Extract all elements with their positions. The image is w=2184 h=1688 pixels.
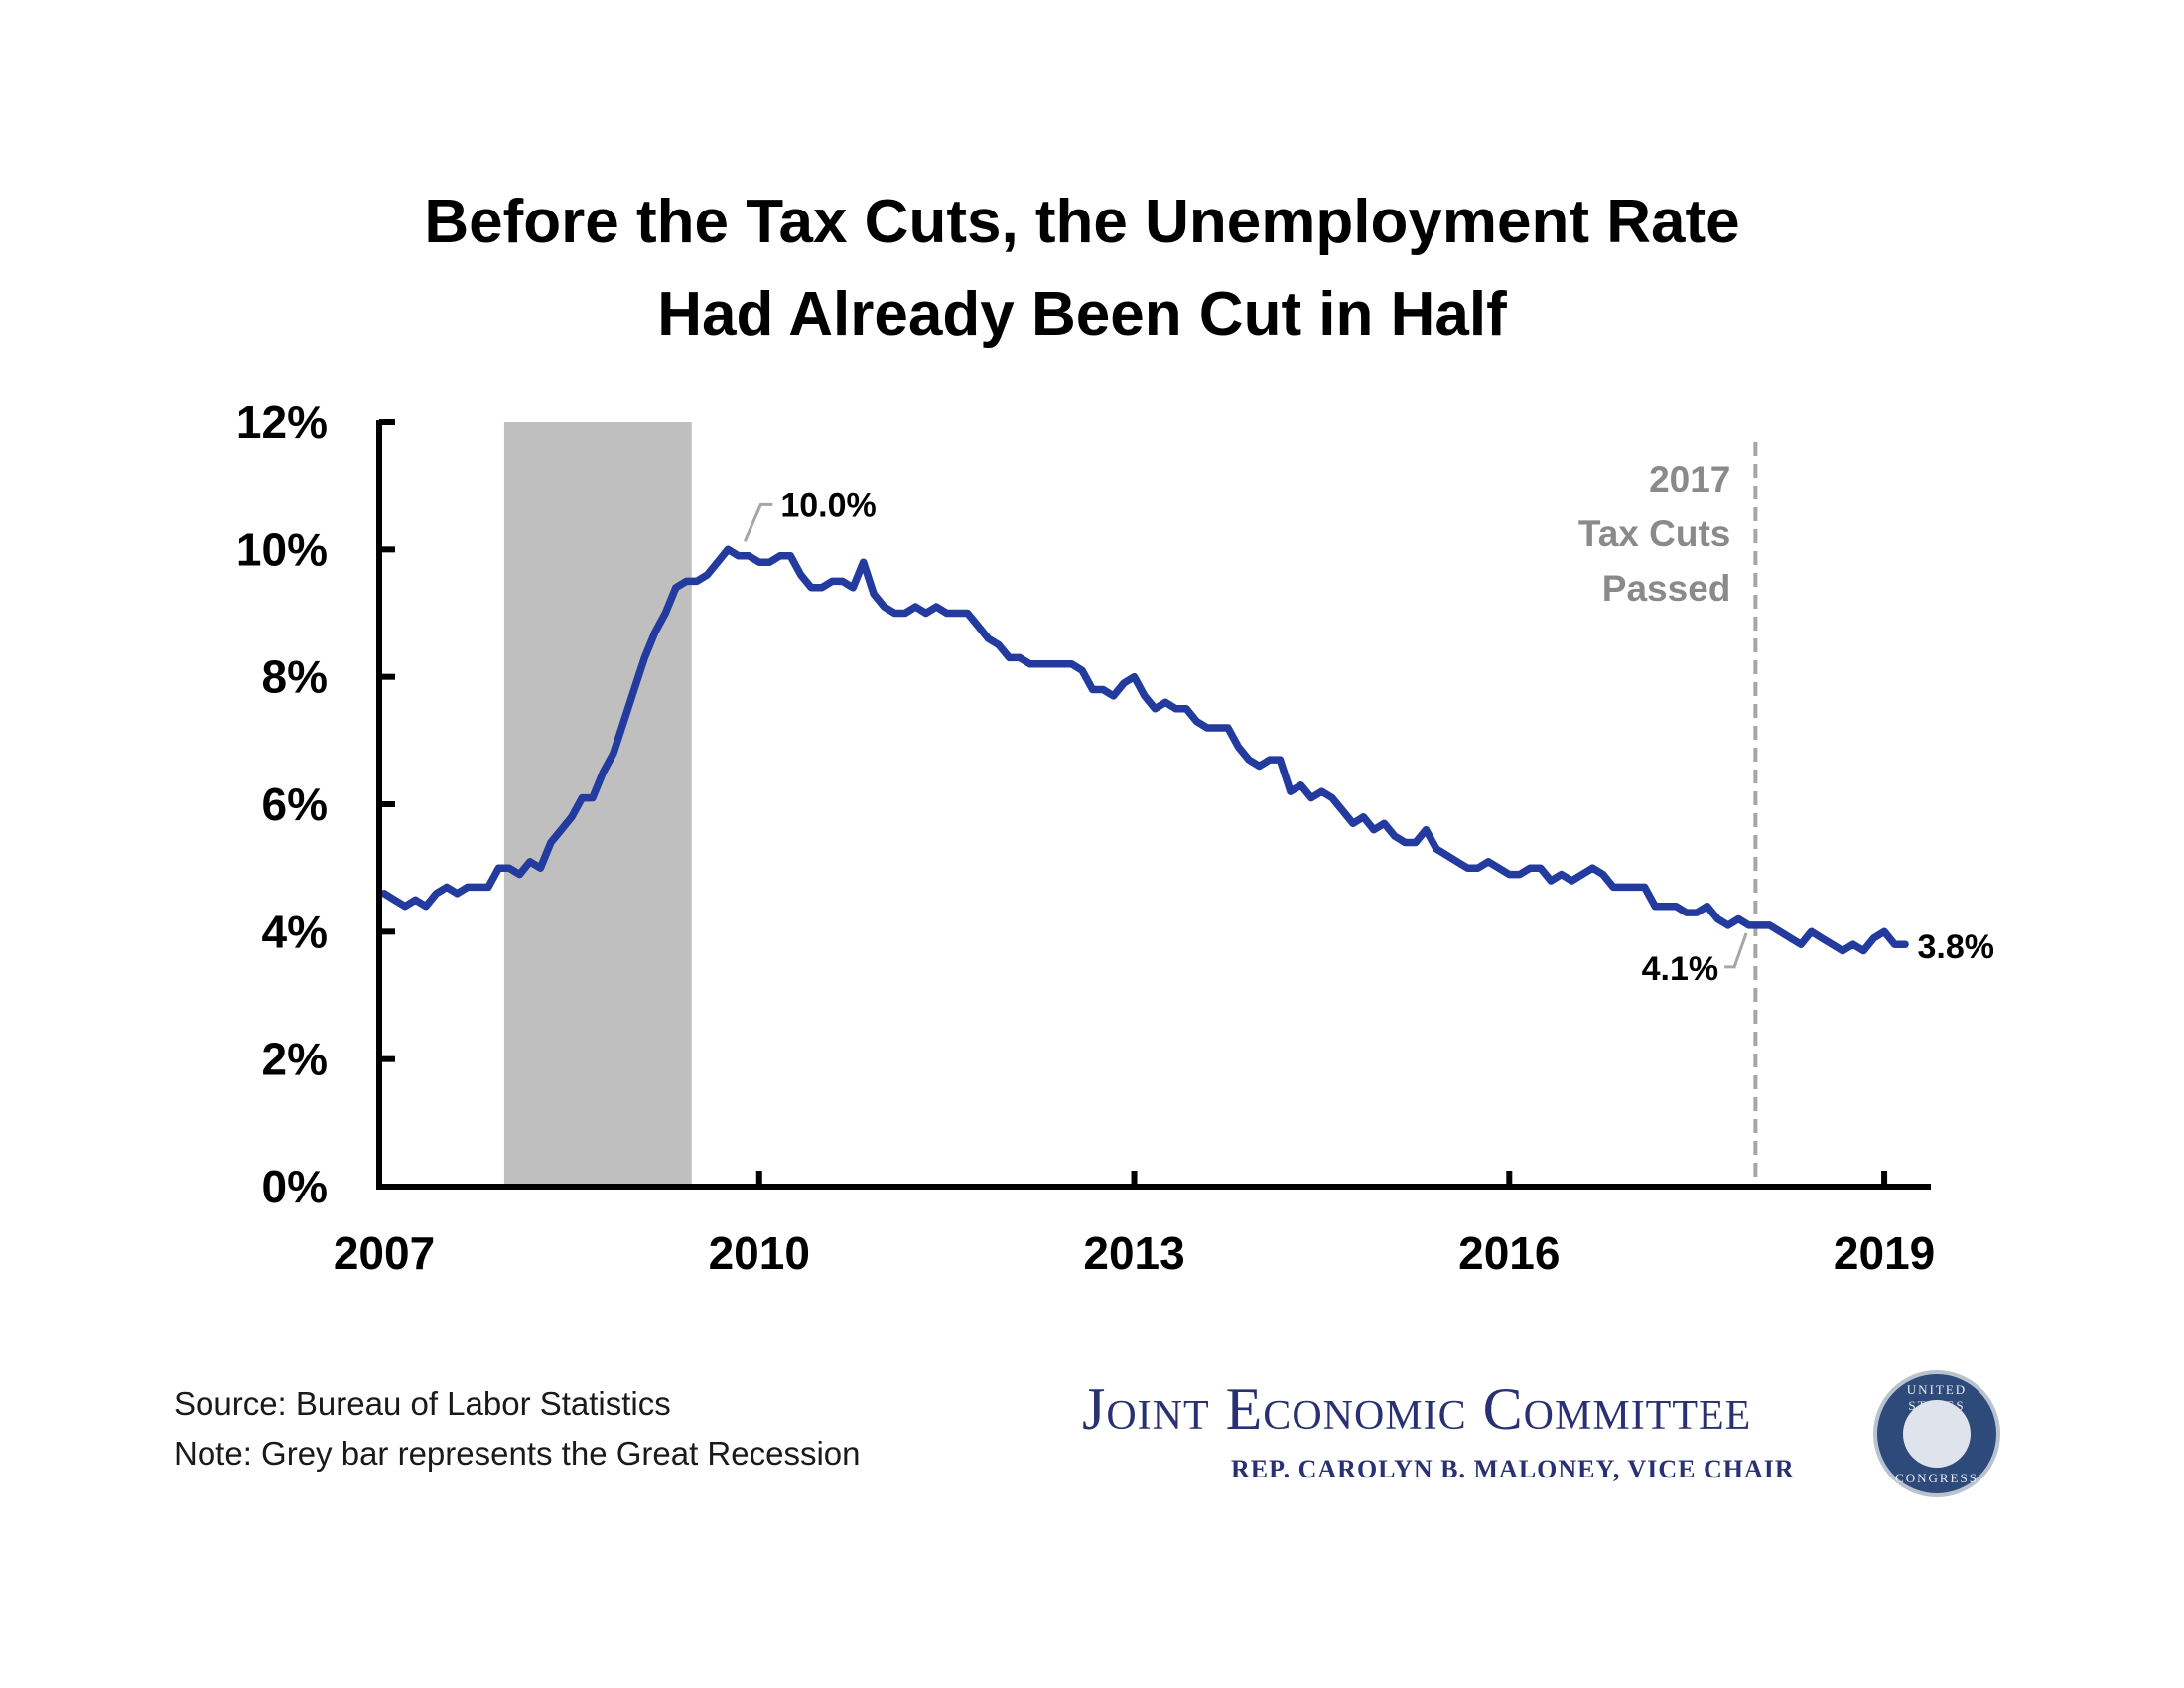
- recession-note: Note: Grey bar represents the Great Rece…: [174, 1435, 861, 1472]
- peak-label: 10.0%: [780, 487, 876, 524]
- plot-area: 2017 Tax Cuts Passed 0% 2% 4% 6% 8% 10% 12% 2007 20…: [236, 396, 1994, 1279]
- seal-text-bottom: CONGRESS: [1895, 1471, 1979, 1485]
- jec-logo: Joint Economic Committee REP. CAROLYN B.…: [1052, 1370, 2015, 1514]
- taxcut-value-label: 4.1%: [1642, 950, 1719, 988]
- chart-title-line-2: Had Already Been Cut in Half: [657, 280, 1507, 349]
- source-note: Source: Bureau of Labor Statistics: [174, 1385, 671, 1422]
- logo-subtitle: REP. CAROLYN B. MALONEY, VICE CHAIR: [1231, 1455, 1795, 1483]
- y-tick-label: 12%: [236, 396, 328, 448]
- x-tick-label: 2007: [334, 1227, 435, 1279]
- x-tick-label: 2019: [1834, 1227, 1935, 1279]
- tax-cuts-label: 2017: [1649, 459, 1730, 499]
- x-tick-label: 2016: [1458, 1227, 1560, 1279]
- tax-cuts-label: Passed: [1602, 568, 1731, 609]
- tax-cuts-label: Tax Cuts: [1578, 513, 1731, 554]
- recession-shading: [503, 422, 692, 1187]
- y-tick-label: 2%: [262, 1034, 328, 1085]
- eagle-icon: [1903, 1400, 1971, 1468]
- taxcut-leader-line: [1724, 932, 1748, 969]
- y-tick-label: 10%: [236, 523, 328, 575]
- y-tick-label: 6%: [262, 778, 328, 830]
- y-tick-label: 0%: [262, 1161, 328, 1212]
- x-tick-label: 2010: [709, 1227, 810, 1279]
- y-tick-label: 4%: [262, 906, 328, 957]
- y-tick-label: 8%: [262, 651, 328, 703]
- latest-value-label: 3.8%: [1917, 928, 1994, 966]
- logo-committee-name: Joint Economic Committee: [1082, 1376, 1752, 1442]
- congress-seal-icon: UNITED STATES CONGRESS: [1873, 1370, 2000, 1497]
- chart-title-line-1: Before the Tax Cuts, the Unemployment Ra…: [424, 188, 1739, 256]
- x-tick-label: 2013: [1083, 1227, 1184, 1279]
- peak-leader-line: [743, 502, 773, 542]
